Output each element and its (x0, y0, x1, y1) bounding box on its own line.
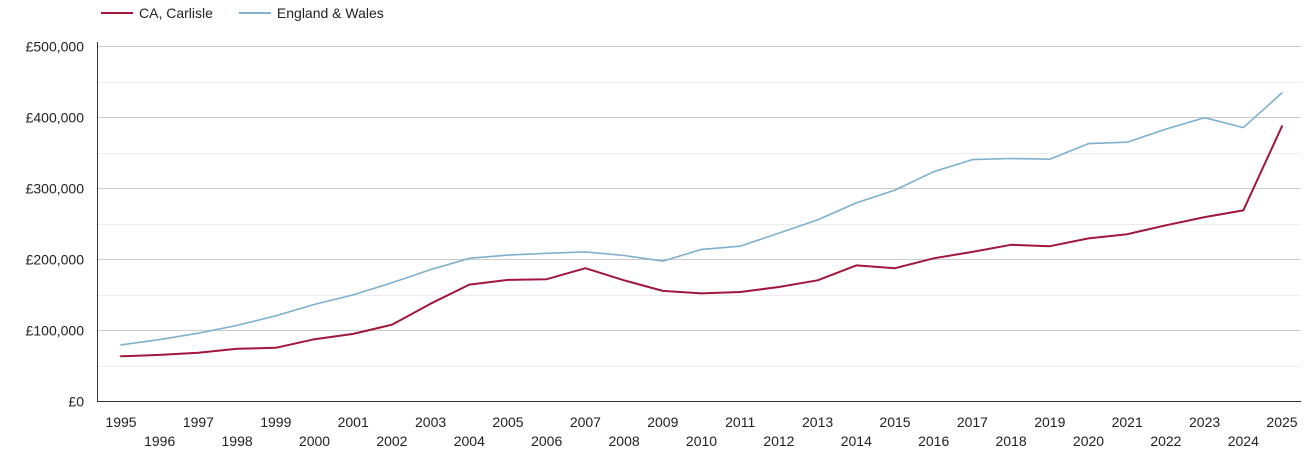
x-tick-label: 1998 (222, 433, 253, 449)
x-tick-label: 1996 (144, 433, 175, 449)
x-tick-label: 2015 (879, 414, 910, 430)
x-tick-label: 1997 (183, 414, 214, 430)
x-tick-label: 2023 (1189, 414, 1220, 430)
x-tick-label: 2012 (763, 433, 794, 449)
x-tick-label: 2024 (1228, 433, 1259, 449)
x-tick-label: 2001 (338, 414, 369, 430)
x-tick-label: 2003 (415, 414, 446, 430)
x-tick-label: 2011 (725, 414, 755, 430)
series-lines (120, 92, 1283, 358)
x-tick-label: 1995 (105, 414, 136, 430)
x-tick-label: 2016 (918, 433, 949, 449)
y-tick-label: £400,000 (26, 110, 85, 126)
legend-label: England & Wales (277, 5, 384, 21)
series-line (120, 92, 1283, 346)
x-tick-label: 2000 (299, 433, 330, 449)
x-tick-label: 2010 (686, 433, 717, 449)
y-tick-label: £0 (68, 394, 84, 410)
series-line (120, 125, 1283, 358)
x-tick-label: 2008 (609, 433, 640, 449)
y-tick-label: £200,000 (26, 252, 85, 268)
x-tick-label: 2017 (957, 414, 988, 430)
x-tick-label: 2018 (996, 433, 1027, 449)
x-tick-label: 2021 (1112, 414, 1143, 430)
y-tick-label: £100,000 (26, 323, 85, 339)
legend: CA, Carlisle England & Wales (101, 5, 384, 21)
x-tick-label: 1999 (260, 414, 291, 430)
x-tick-label: 2002 (376, 433, 407, 449)
y-tick-label: £300,000 (26, 181, 85, 197)
legend-label: CA, Carlisle (139, 5, 213, 21)
x-tick-label: 2007 (570, 414, 601, 430)
x-tick-label: 2014 (841, 433, 872, 449)
y-tick-label: £500,000 (26, 39, 85, 55)
x-tick-label: 2013 (802, 414, 833, 430)
x-tick-label: 2025 (1266, 414, 1297, 430)
x-tick-label: 2005 (492, 414, 523, 430)
x-tick-label: 2020 (1073, 433, 1104, 449)
grid-lines (97, 46, 1301, 367)
x-tick-label: 2019 (1034, 414, 1065, 430)
x-tick-label: 2006 (531, 433, 562, 449)
x-tick-label: 2022 (1150, 433, 1181, 449)
x-tick-label: 2009 (647, 414, 678, 430)
x-tick-label: 2004 (454, 433, 485, 449)
axes: £0 £100,000 £200,000 £300,000 £400,000 £500,0… (26, 39, 1301, 449)
